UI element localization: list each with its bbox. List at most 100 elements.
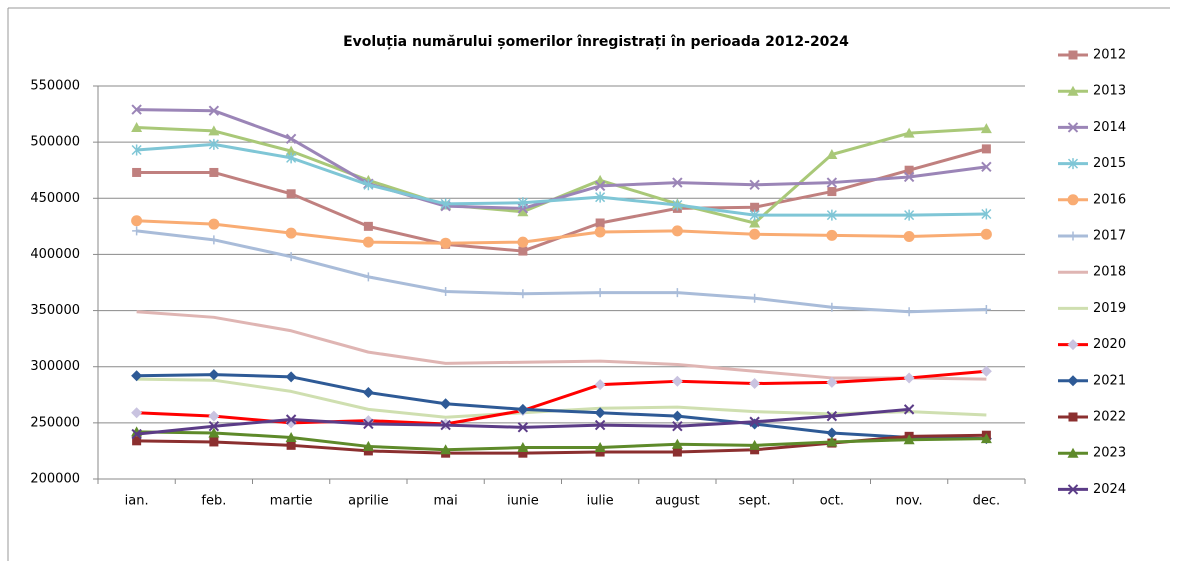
marker [518,246,528,256]
marker [1067,447,1079,458]
marker [1067,339,1079,351]
x-tick-label: martie [270,494,313,509]
marker [594,180,606,192]
marker [1067,122,1079,133]
marker [981,144,991,154]
marker [826,209,837,221]
marker [518,289,528,299]
marker [363,221,373,231]
marker [363,179,374,191]
marker [749,179,760,191]
legend-label: 2022 [1093,410,1126,425]
marker [517,422,529,433]
marker [285,431,297,442]
marker [749,378,761,390]
x-tick-label: iunie [507,494,539,509]
marker [363,418,374,430]
x-tick-label: dec. [973,494,1001,509]
marker [440,398,452,410]
marker [1067,484,1079,495]
marker [440,419,451,431]
marker [208,410,220,422]
marker [440,198,451,210]
marker [131,215,143,227]
legend-label: 2012 [1093,48,1126,63]
marker [672,421,683,432]
legend-label: 2018 [1093,265,1126,280]
marker [285,414,297,425]
marker [285,145,297,156]
legend-label: 2020 [1093,337,1126,352]
series-line [136,229,987,314]
x-tick-label: aprilie [348,494,388,509]
marker [1067,375,1079,387]
marker [208,369,220,381]
marker [1067,85,1079,96]
marker [1067,194,1079,206]
marker [286,189,296,199]
marker [208,427,220,438]
marker [749,439,761,450]
legend-label: 2019 [1093,301,1126,316]
marker [672,288,682,298]
marker [441,286,451,296]
marker [208,105,220,116]
marker [826,410,838,422]
marker [672,447,682,457]
x-tick-label: august [655,494,700,509]
marker [750,202,760,212]
marker [132,167,142,177]
marker [440,444,452,455]
marker [980,365,992,377]
marker [286,252,296,262]
y-tick-label: 450000 [30,191,80,206]
series-line [136,108,987,210]
chart-title: Evoluția numărului șomerilor înregistraț… [343,34,849,50]
y-tick-label: 350000 [30,303,80,318]
marker [594,226,606,238]
marker [285,371,297,383]
marker [518,448,528,458]
marker [208,125,220,136]
marker [286,152,297,164]
marker [826,376,838,388]
marker [1068,231,1078,241]
marker [131,407,143,419]
marker [980,228,992,240]
marker [209,235,219,245]
marker [594,407,606,419]
marker [209,167,219,177]
marker [671,375,683,387]
marker [980,433,992,444]
legend-label: 2021 [1093,373,1126,388]
marker [904,165,914,175]
marker [362,236,374,248]
series-line [136,430,987,452]
marker [827,187,837,197]
series-line [136,373,987,441]
marker [749,217,761,228]
marker [208,138,219,150]
marker [671,225,683,237]
marker [1068,412,1078,422]
marker [904,307,914,317]
marker [209,437,219,447]
marker [826,177,838,188]
marker [826,436,838,447]
marker [672,199,683,211]
marker [285,227,297,239]
marker [517,197,528,209]
x-tick-label: iulie [587,494,614,509]
marker [826,229,838,241]
marker [208,218,220,230]
x-tick-label: mai [434,494,458,509]
marker [517,403,529,415]
marker [749,209,760,221]
legend-label: 2014 [1093,120,1126,135]
marker [131,428,142,440]
marker [595,288,605,298]
legend-label: 2017 [1093,229,1126,244]
marker [981,161,992,173]
series-line [136,310,987,381]
